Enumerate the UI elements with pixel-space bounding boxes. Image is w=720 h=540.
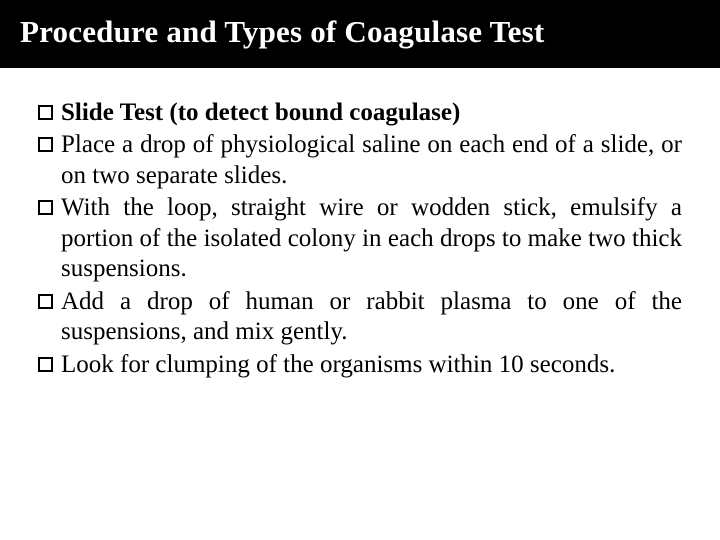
list-item: Slide Test (to detect bound coagulase): [38, 98, 682, 129]
bullet-text: Place a drop of physiological saline on …: [61, 130, 682, 191]
bullet-square-icon: [38, 105, 53, 120]
presentation-slide: Procedure and Types of Coagulase Test Sl…: [0, 0, 720, 540]
bullet-square-icon: [38, 200, 53, 215]
list-item: With the loop, straight wire or wodden s…: [38, 193, 682, 285]
bullet-square-icon: [38, 357, 53, 372]
bullet-text: Add a drop of human or rabbit plasma to …: [61, 287, 682, 348]
bullet-text: Slide Test (to detect bound coagulase): [61, 98, 682, 129]
title-band: Procedure and Types of Coagulase Test: [0, 0, 720, 68]
slide-body: Slide Test (to detect bound coagulase) P…: [0, 68, 720, 381]
list-item: Place a drop of physiological saline on …: [38, 130, 682, 191]
bullet-square-icon: [38, 294, 53, 309]
slide-title: Procedure and Types of Coagulase Test: [20, 14, 700, 50]
list-item: Add a drop of human or rabbit plasma to …: [38, 287, 682, 348]
bullet-text: Look for clumping of the organisms withi…: [61, 350, 682, 381]
bullet-text: With the loop, straight wire or wodden s…: [61, 193, 682, 285]
bullet-square-icon: [38, 137, 53, 152]
list-item: Look for clumping of the organisms withi…: [38, 350, 682, 381]
